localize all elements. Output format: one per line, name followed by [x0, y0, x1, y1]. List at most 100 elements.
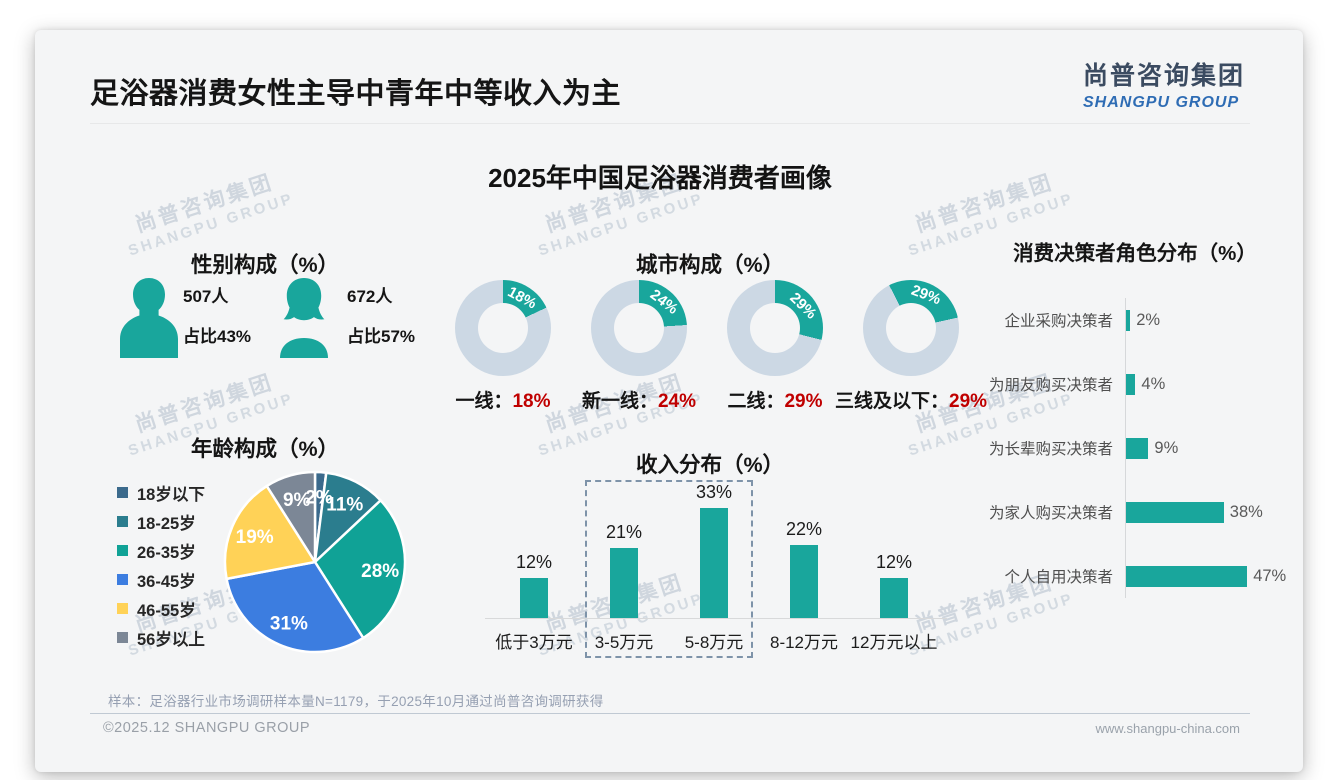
- decision-bar: [1125, 309, 1131, 331]
- decision-bar: [1125, 565, 1248, 587]
- city-donut-2: 29% 二线：29%: [707, 280, 843, 413]
- decision-category-label: 为家人购买决策者: [988, 505, 1113, 522]
- decision-category-label: 为长辈购买决策者: [988, 441, 1113, 458]
- header-divider: [90, 123, 1250, 124]
- decision-bar: [1125, 501, 1224, 523]
- pie-slice-label: 11%: [326, 495, 363, 516]
- footer-divider: [90, 713, 1250, 714]
- decision-bar-zone: 47%: [1125, 565, 1287, 587]
- legend-label: 56岁以上: [137, 630, 205, 649]
- decision-value-label: 4%: [1141, 374, 1166, 393]
- income-highlight-box: [585, 480, 753, 658]
- decision-value-label: 47%: [1253, 566, 1287, 585]
- chart-main-title: 2025年中国足浴器消费者画像: [488, 163, 832, 193]
- city-section-title: 城市构成（%）: [635, 253, 785, 277]
- age-section-title: 年龄构成（%）: [190, 437, 340, 461]
- decision-row: 为家人购买决策者 38%: [975, 480, 1337, 544]
- decision-bar: [1125, 373, 1136, 395]
- sample-note: 样本：足浴器行业市场调研样本量N=1179，于2025年10月通过尚普咨询调研获…: [108, 694, 604, 709]
- decision-category-label: 企业采购决策者: [1004, 313, 1113, 330]
- donut-ring: 24%: [591, 280, 687, 376]
- page-title: 足浴器消费女性主导中青年中等收入为主: [90, 78, 622, 110]
- legend-label: 18-25岁: [137, 514, 196, 533]
- legend-swatch: [117, 487, 128, 498]
- donut-hole: [478, 303, 528, 353]
- age-legend: 18岁以下 18-25岁 26-35岁 36-45岁 46-55岁 56岁以上: [117, 478, 205, 652]
- income-bar-group: 12%: [489, 478, 579, 618]
- legend-swatch: [117, 632, 128, 643]
- legend-swatch: [117, 574, 128, 585]
- legend-item: 26-35岁: [117, 536, 205, 565]
- income-baseline: [485, 618, 947, 619]
- legend-swatch: [117, 545, 128, 556]
- pie-slice-label: 19%: [236, 527, 274, 548]
- logo-cn-text: 尚普咨询集团: [1082, 62, 1245, 90]
- income-bar-group: 21%: [579, 478, 669, 618]
- donut-caption: 二线：29%: [727, 386, 822, 413]
- slide-card: 尚普咨询集团 SHANGPU GROUP 尚普咨询集团 SHANGPU GROUP 尚普…: [35, 30, 1303, 772]
- legend-item: 36-45岁: [117, 565, 205, 594]
- legend-label: 46-55岁: [137, 601, 196, 620]
- donut-caption-value: 29%: [949, 391, 988, 412]
- income-bar-group: 33%: [669, 478, 759, 618]
- city-donut-3: 29% 三线及以下：29%: [835, 280, 987, 413]
- decision-bar-zone: 9%: [1125, 437, 1179, 459]
- pie-slice-label: 28%: [361, 561, 399, 582]
- income-bar: [610, 548, 638, 618]
- income-category-label: 3-5万元: [594, 633, 654, 652]
- female-icon: [271, 276, 337, 363]
- legend-label: 36-45岁: [137, 572, 196, 591]
- income-bar: [520, 578, 548, 618]
- city-donut-0: 18% 一线：18%: [435, 280, 571, 413]
- pie-slice-label: 9%: [283, 490, 311, 511]
- donut-caption-value: 18%: [512, 391, 551, 412]
- pie-slice-46-55岁: [223, 484, 317, 581]
- female-stats: 672人 占比57%: [347, 282, 415, 347]
- footer-website: www.shangpu-china.com: [1095, 721, 1240, 736]
- city-donut-1: 24% 新一线：24%: [571, 280, 707, 413]
- legend-swatch: [117, 603, 128, 614]
- decision-value-label: 9%: [1154, 438, 1179, 457]
- legend-swatch: [117, 516, 128, 527]
- decision-bar: [1125, 437, 1149, 459]
- pie-slice-36-45岁: [225, 560, 365, 654]
- donut-caption-value: 24%: [657, 391, 697, 412]
- income-value-label: 12%: [515, 552, 553, 572]
- decision-row: 个人自用决策者 47%: [975, 544, 1337, 608]
- female-share: 占比57%: [347, 327, 416, 346]
- decision-category-label: 个人自用决策者: [1004, 569, 1113, 586]
- company-logo: 尚普咨询集团 SHANGPU GROUP: [1083, 56, 1245, 112]
- age-pie-chart: 2%11% 28% 31% 19% 9%: [223, 470, 407, 654]
- pie-slice-56岁以上: [265, 470, 317, 564]
- income-value-label: 12%: [875, 552, 913, 572]
- decision-rows: 企业采购决策者 2% 为朋友购买决策者 4% 为长辈购买决策者 9% 为家人购买决策者 38%…: [975, 288, 1337, 608]
- income-value-label: 22%: [785, 518, 823, 539]
- donut-caption: 三线及以下：29%: [835, 386, 987, 413]
- donut-ring: 29%: [863, 280, 959, 376]
- donut-caption-label: 一线：: [455, 391, 513, 412]
- donut-caption: 新一线：24%: [582, 386, 696, 413]
- decision-bar-zone: 4%: [1125, 373, 1166, 395]
- city-donut-charts: 18% 一线：18% 24% 新一线：24% 29% 二线：29% 29% 三线及以下：29%: [435, 280, 987, 413]
- donut-caption: 一线：18%: [455, 386, 550, 413]
- male-stats: 507人 占比43%: [183, 282, 251, 347]
- legend-label: 26-35岁: [137, 543, 196, 562]
- income-value-label: 21%: [605, 522, 643, 542]
- income-bar-group: 12%: [849, 478, 939, 618]
- male-share: 占比43%: [183, 327, 252, 346]
- decision-value-label: 38%: [1229, 502, 1263, 521]
- gender-section-title: 性别构成（%）: [190, 253, 340, 277]
- footer-copyright: ©2025.12 SHANGPU GROUP: [103, 720, 311, 736]
- income-section-title: 收入分布（%）: [635, 453, 785, 477]
- donut-caption-label: 新一线：: [581, 391, 658, 412]
- income-category-label: 5-8万元: [684, 633, 744, 652]
- income-bar-group: 22%: [759, 478, 849, 618]
- donut-caption-label: 二线：: [727, 391, 785, 412]
- logo-en-text: SHANGPU GROUP: [1082, 94, 1240, 111]
- male-icon: [118, 276, 180, 363]
- income-category-label: 8-12万元: [769, 633, 839, 652]
- decision-bar-zone: 2%: [1125, 309, 1160, 331]
- decision-row: 为长辈购买决策者 9%: [975, 416, 1337, 480]
- female-count: 672人: [347, 287, 393, 306]
- decision-bar-zone: 38%: [1125, 501, 1263, 523]
